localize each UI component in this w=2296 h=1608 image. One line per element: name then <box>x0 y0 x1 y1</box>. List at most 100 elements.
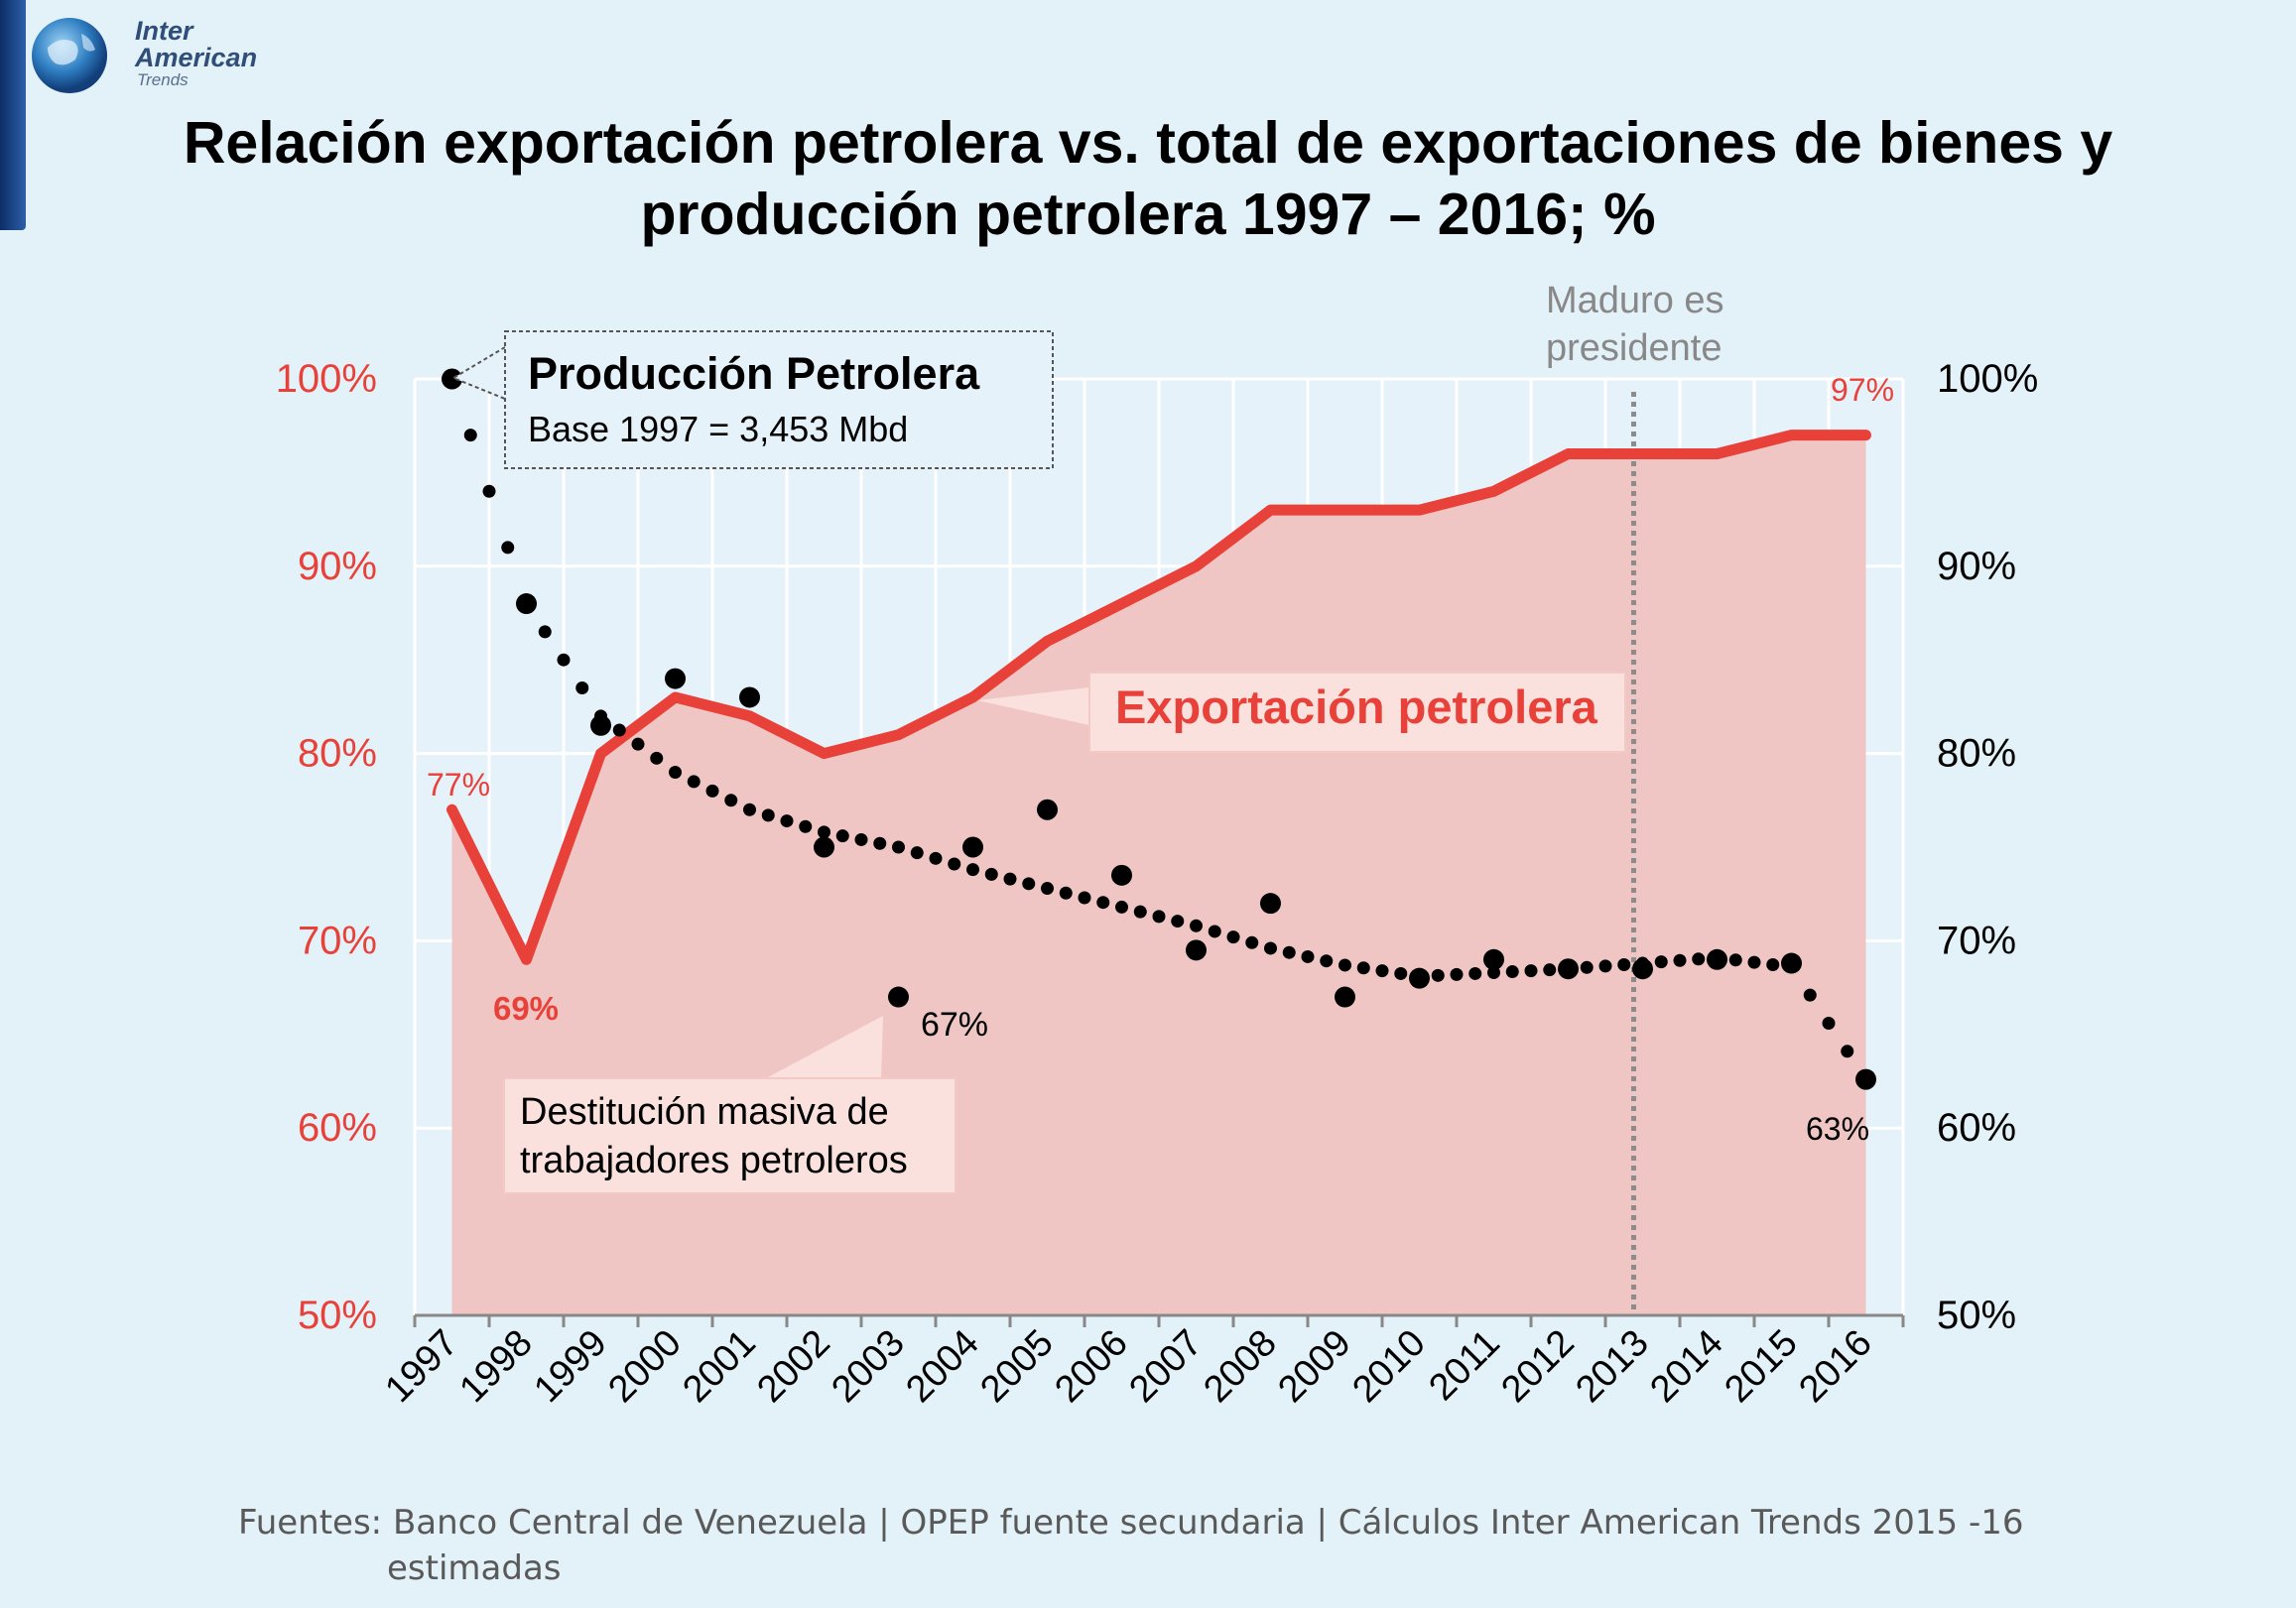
production-trend-dot <box>1803 988 1817 1002</box>
production-trend-dot <box>910 846 924 860</box>
production-trend-dot <box>799 819 813 833</box>
production-trend-dot <box>1003 872 1017 886</box>
production-trend-dot <box>631 737 645 751</box>
destitucion-pointer <box>766 1016 883 1078</box>
production-trend-dot <box>575 681 589 695</box>
production-point <box>590 714 611 736</box>
export-label: Exportación petrolera <box>1115 680 1598 733</box>
x-tick-label: 2007 <box>1121 1322 1210 1411</box>
production-trend-dot <box>1190 919 1203 932</box>
label-67: 67% <box>921 1006 988 1044</box>
destitucion-line1: Destitución masiva de <box>520 1091 889 1133</box>
production-trend-dot <box>1226 930 1240 944</box>
production-trend-dot <box>1654 955 1668 969</box>
side-tab <box>0 0 26 230</box>
production-point <box>516 593 537 615</box>
production-trend-dot <box>1320 954 1334 968</box>
x-tick-label: 2011 <box>1421 1322 1507 1409</box>
production-trend-dot <box>966 863 979 877</box>
production-trend-dot <box>669 765 682 779</box>
production-trend-dot <box>1245 935 1259 949</box>
production-trend-dot <box>482 484 496 498</box>
x-tick-label: 2003 <box>824 1322 912 1411</box>
production-point <box>1707 948 1727 970</box>
production-trend-dot <box>724 794 738 807</box>
production-trend-dot <box>1059 886 1073 900</box>
production-trend-dot <box>984 867 998 881</box>
production-trend-dot <box>1822 1016 1836 1030</box>
y-right-tick-label: 50% <box>1937 1294 2016 1337</box>
source-note: Fuentes: Banco Central de Venezuela | OP… <box>238 1500 2024 1591</box>
maduro-label-line2: presidente <box>1546 327 1722 369</box>
production-trend-dot <box>1041 882 1054 896</box>
production-trend-dot <box>780 814 794 828</box>
y-right-tick-label: 80% <box>1937 732 2016 776</box>
y-right-tick-label: 70% <box>1937 919 2016 962</box>
export-label-pointer <box>977 687 1089 725</box>
x-tick-label: 2001 <box>675 1322 763 1411</box>
production-trend-dot <box>463 429 477 442</box>
globe-icon <box>32 18 107 93</box>
production-point <box>1260 893 1281 915</box>
y-right-tick-label: 90% <box>1937 545 2016 588</box>
production-trend-dot <box>929 851 943 865</box>
production-trend-dot <box>892 840 905 854</box>
x-tick-label: 2010 <box>1344 1322 1433 1411</box>
production-box-pointer <box>450 346 506 400</box>
production-trend-dot <box>1580 960 1594 974</box>
production-trend-dot <box>1078 891 1091 905</box>
x-tick-label: 2009 <box>1270 1322 1358 1411</box>
production-point <box>1037 799 1058 820</box>
x-tick-label: 2016 <box>1791 1322 1879 1411</box>
y-left-tick-label: 100% <box>276 357 377 401</box>
production-point <box>1335 986 1355 1008</box>
production-trend-dot <box>1096 896 1110 910</box>
production-point <box>1483 948 1504 970</box>
production-trend-dot <box>557 653 571 667</box>
production-trend-dot <box>1133 905 1147 919</box>
production-trend-dot <box>1728 953 1742 967</box>
y-left-tick-label: 90% <box>298 545 377 588</box>
production-point <box>1781 952 1802 974</box>
x-tick-label: 2002 <box>749 1322 837 1411</box>
production-trend-dot <box>1356 961 1370 975</box>
production-trend-dot <box>1524 964 1538 978</box>
production-box-subtitle: Base 1997 = 3,453 Mbd <box>528 409 908 449</box>
production-trend-dot <box>761 808 775 822</box>
production-point <box>442 368 462 390</box>
chart-title-line1: Relación exportación petrolera vs. total… <box>183 110 2113 176</box>
y-right-tick-label: 100% <box>1937 357 2038 401</box>
production-trend-dot <box>1431 968 1445 982</box>
production-trend-dot <box>1301 949 1315 963</box>
production-trend-dot <box>1468 966 1482 980</box>
export-line <box>446 430 1871 965</box>
logo-line1: Inter <box>135 16 193 46</box>
production-trend-dot <box>1152 910 1166 924</box>
y-left-tick-label: 60% <box>298 1106 377 1150</box>
production-trend-dot <box>501 541 515 555</box>
x-tick-label: 2008 <box>1196 1322 1284 1411</box>
x-tick-label: 2013 <box>1568 1322 1656 1411</box>
label-63: 63% <box>1806 1111 1869 1147</box>
logo-line2: American <box>135 43 258 72</box>
production-trend-dot <box>1375 964 1389 978</box>
production-point <box>888 986 909 1008</box>
production-point <box>1632 958 1653 980</box>
production-box <box>504 330 1054 469</box>
production-trend-dot <box>1747 955 1761 969</box>
production-trend-dot <box>612 723 626 737</box>
production-trend-dot <box>854 832 868 846</box>
label-97: 97% <box>1831 372 1894 408</box>
production-trend-dot <box>1766 957 1780 971</box>
x-tick-label: 2012 <box>1493 1322 1582 1411</box>
production-trend-dot <box>835 829 849 843</box>
maduro-label-line1: Maduro es <box>1546 280 1724 321</box>
y-right-tick-label: 60% <box>1937 1106 2016 1150</box>
production-point <box>1855 1068 1876 1090</box>
production-trend-dot <box>1617 957 1631 971</box>
destitucion-line2: trabajadores petroleros <box>520 1140 908 1181</box>
production-trend-dot <box>705 784 719 798</box>
production-trend-dot <box>1339 958 1351 972</box>
production-point <box>1186 939 1207 961</box>
